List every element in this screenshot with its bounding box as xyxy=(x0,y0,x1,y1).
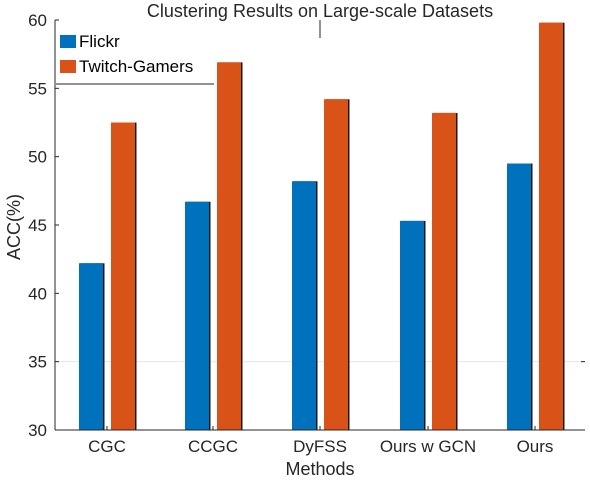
x-tick-label: Ours w GCN xyxy=(380,437,476,456)
bar-twitch-gamers-4 xyxy=(539,22,563,430)
y-tick-label: 45 xyxy=(28,216,47,235)
y-tick-label: 60 xyxy=(28,11,47,30)
y-tick-label: 30 xyxy=(28,421,47,440)
bar-twitch-gamers-2 xyxy=(324,99,348,431)
y-tick-label: 40 xyxy=(28,284,47,303)
x-tick-label: DyFSS xyxy=(293,437,347,456)
bar-flickr-0 xyxy=(79,263,103,430)
y-tick-label: 50 xyxy=(28,148,47,167)
legend-background xyxy=(56,26,214,80)
bar-twitch-gamers-0 xyxy=(111,122,135,430)
legend-label: Twitch-Gamers xyxy=(79,57,193,76)
x-tick-label: CGC xyxy=(88,437,126,456)
chart-title: Clustering Results on Large-scale Datase… xyxy=(147,1,493,21)
bar-flickr-1 xyxy=(185,201,209,430)
y-tick-label: 35 xyxy=(28,353,47,372)
bar-twitch-gamers-3 xyxy=(432,112,456,430)
bar-flickr-4 xyxy=(507,163,531,430)
y-axis-title: ACC(%) xyxy=(4,194,24,260)
bars-layer xyxy=(79,22,565,431)
legend-swatch xyxy=(60,35,76,48)
axes-layer: 30 35 40 45 50 55 60 CGC CCGC DyFSS Ours w GCN Ours xyxy=(28,11,585,456)
x-tick-label: CCGC xyxy=(188,437,238,456)
bar-twitch-gamers-1 xyxy=(217,62,241,430)
legend-swatch xyxy=(60,60,76,73)
legend-label: Flickr xyxy=(79,32,120,51)
x-axis-title: Methods xyxy=(285,459,354,479)
legend: Flickr Twitch-Gamers xyxy=(56,26,214,85)
bar-flickr-2 xyxy=(292,181,316,430)
bar-flickr-3 xyxy=(400,220,424,430)
x-tick-label: Ours xyxy=(517,437,554,456)
y-tick-label: 55 xyxy=(28,79,47,98)
